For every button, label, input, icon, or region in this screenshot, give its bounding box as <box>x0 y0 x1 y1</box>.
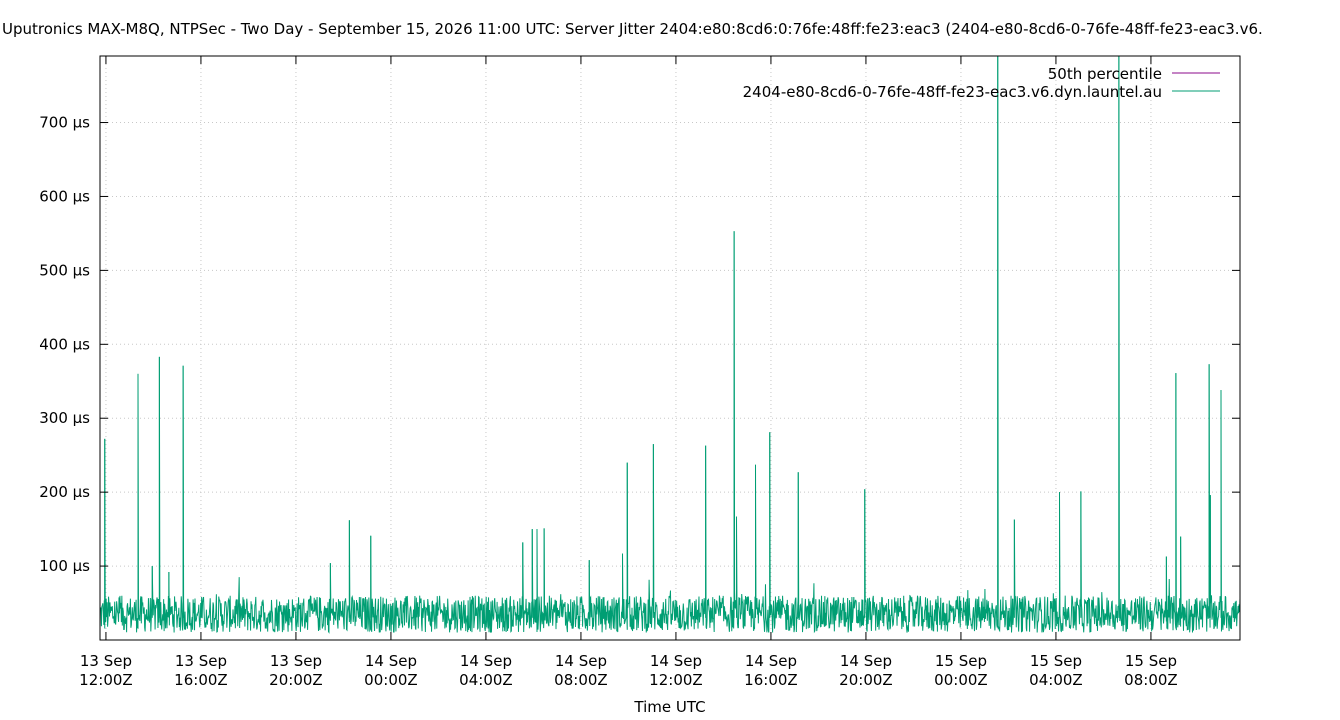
x-tick-label-time: 08:00Z <box>1124 671 1178 689</box>
axes: 100 µs 200 µs 300 µs 400 µs 500 µs 600 µs 700 … <box>39 56 1240 689</box>
x-tick-label-time: 04:00Z <box>459 671 513 689</box>
x-tick-label-time: 00:00Z <box>364 671 418 689</box>
legend-label-50th-percentile: 50th percentile <box>1048 65 1162 83</box>
x-tick-label-time: 16:00Z <box>744 671 798 689</box>
y-tick-label: 400 µs <box>39 335 90 353</box>
x-tick-label-date: 14 Sep <box>840 652 892 670</box>
y-tick-label: 100 µs <box>39 557 90 575</box>
x-tick-label-date: 15 Sep <box>935 652 987 670</box>
x-tick-label-time: 08:00Z <box>554 671 608 689</box>
x-tick-label-date: 13 Sep <box>80 652 132 670</box>
x-tick-label-time: 12:00Z <box>79 671 133 689</box>
x-tick-label-time: 04:00Z <box>1029 671 1083 689</box>
x-tick-label-date: 14 Sep <box>650 652 702 670</box>
plot-data <box>99 55 1241 634</box>
y-tick-label: 500 µs <box>39 261 90 279</box>
x-axis-label: Time UTC <box>633 698 705 716</box>
x-tick-label-date: 14 Sep <box>745 652 797 670</box>
grid-lines <box>100 56 1240 640</box>
legend: 50th percentile 2404-e80-8cd6-0-76fe-48f… <box>743 65 1220 101</box>
x-tick-label-time: 00:00Z <box>934 671 988 689</box>
x-tick-label-date: 15 Sep <box>1030 652 1082 670</box>
y-tick-label: 300 µs <box>39 409 90 427</box>
x-tick-label-time: 12:00Z <box>649 671 703 689</box>
series-line-server-jitter <box>99 55 1241 634</box>
x-tick-label-time: 20:00Z <box>269 671 323 689</box>
chart-title: Uputronics MAX-M8Q, NTPSec - Two Day - S… <box>2 20 1263 38</box>
x-tick-label-date: 14 Sep <box>460 652 512 670</box>
x-tick-label-time: 16:00Z <box>174 671 228 689</box>
plot-frame <box>99 55 1241 641</box>
y-tick-label: 200 µs <box>39 483 90 501</box>
x-tick-label-date: 13 Sep <box>175 652 227 670</box>
x-tick-label-time: 20:00Z <box>839 671 893 689</box>
x-tick-label-date: 14 Sep <box>365 652 417 670</box>
legend-label-server: 2404-e80-8cd6-0-76fe-48ff-fe23-eac3.v6.d… <box>743 83 1162 101</box>
y-tick-label: 700 µs <box>39 114 90 132</box>
x-tick-label-date: 14 Sep <box>555 652 607 670</box>
x-tick-label-date: 13 Sep <box>270 652 322 670</box>
y-tick-label: 600 µs <box>39 187 90 205</box>
x-tick-label-date: 15 Sep <box>1125 652 1177 670</box>
